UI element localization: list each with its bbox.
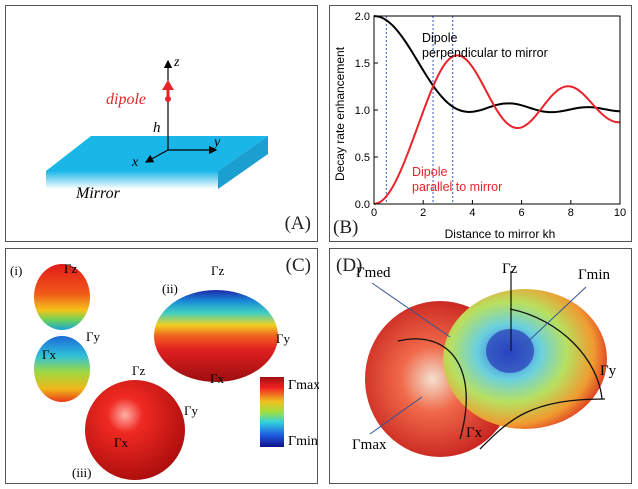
pattern-iii-gx: Γx	[114, 435, 129, 450]
y-tick-label-1: 0.5	[355, 152, 370, 164]
anisotropic-pattern: Γmed Γz Γmin Γy Γmax Γx	[352, 261, 617, 457]
colorbar-max-label: Γmax	[288, 378, 319, 393]
pattern-d-gy: Γy	[600, 363, 617, 379]
curve-par-label-1: Dipole	[412, 165, 447, 179]
x-axis	[144, 149, 169, 163]
pattern-d-contour-2	[509, 308, 603, 400]
panel-b: 0 2 4 6 8 10 0.0 0.5 1.0 1.5 2.0 Dipole perpendicu…	[329, 5, 632, 242]
pattern-d-gz: Γz	[502, 261, 518, 277]
height-label: h	[153, 120, 161, 136]
emission-patterns: (i) Γz Γy Γx (ii) Γz Γy Γx (iii) Γz Γy Γ…	[10, 261, 319, 480]
pattern-i-gz: Γz	[64, 261, 78, 276]
pattern-ii-label: (ii)	[162, 281, 178, 296]
pattern-ii-gz: Γz	[211, 263, 225, 278]
mirror-top-face	[46, 136, 268, 171]
pattern-d-gx: Γx	[466, 425, 483, 441]
x-tick-label-1: 2	[420, 207, 426, 219]
pattern-ii-gx: Γx	[210, 371, 225, 386]
curve-perp-label-2: perpendicular to mirror	[422, 46, 548, 60]
x-tick-label-0: 0	[371, 207, 377, 219]
x-tick-label-2: 4	[469, 207, 475, 219]
x-tick-label-5: 10	[614, 207, 626, 219]
gmax-leader	[369, 396, 423, 435]
gmed-leader	[371, 282, 451, 338]
chart-y-axis-label: Decay rate enhancement	[333, 46, 347, 181]
pattern-i-label: (i)	[10, 263, 22, 278]
panel-a-label: (A)	[284, 213, 311, 234]
dipole-label: dipole	[106, 91, 146, 108]
panel-d-label: (D)	[336, 255, 363, 276]
curve-perp-label-1: Dipole	[422, 31, 457, 45]
curve-par-label-2: parallel to mirror	[412, 180, 502, 194]
panel-c: (i) Γz Γy Γx (ii) Γz Γy Γx (iii) Γz Γy Γ…	[5, 248, 319, 484]
pattern-d-contour-1	[397, 338, 467, 440]
mirror-front-face	[46, 171, 218, 189]
decay-rate-chart: 0 2 4 6 8 10 0.0 0.5 1.0 1.5 2.0 Dipole perpendicu…	[333, 11, 626, 241]
y-tick-label-2: 1.0	[355, 105, 370, 117]
y-tick-label-4: 2.0	[355, 11, 370, 23]
pattern-d-gmax: Γmax	[352, 437, 387, 453]
pattern-i-gy: Γy	[86, 329, 101, 344]
pattern-i-gx: Γx	[42, 347, 57, 362]
dipole-icon	[162, 80, 174, 102]
gmin-leader	[519, 286, 587, 350]
chart-series-0	[373, 15, 621, 114]
mirror-side-face	[218, 136, 268, 189]
panel-d: Γmed Γz Γmin Γy Γmax Γx (D)	[329, 248, 632, 484]
mirror-label: Mirror	[75, 185, 121, 202]
pattern-iii-gy: Γy	[184, 403, 199, 418]
panel-b-label: (B)	[333, 217, 359, 238]
pattern-d-contour-3	[479, 398, 606, 450]
z-axis-label: z	[173, 55, 180, 70]
chart-x-axis-label: Distance to mirror kh	[445, 227, 556, 241]
pattern-i-top-lobe	[34, 264, 90, 330]
y-tick-label-3: 1.5	[355, 58, 370, 70]
x-tick-label-4: 8	[568, 207, 574, 219]
x-tick-label-3: 6	[519, 207, 525, 219]
pattern-d-center-dip	[486, 329, 534, 373]
mirror-schematic: z y x h dipole Mirror	[46, 55, 268, 202]
colorbar-min-label: Γmin	[288, 434, 318, 449]
x-axis-label: x	[131, 155, 139, 170]
pattern-iii-label: (iii)	[72, 465, 92, 480]
pattern-d-gmed: Γmed	[356, 265, 391, 281]
pattern-iii-gz: Γz	[132, 363, 146, 378]
panel-a: z y x h dipole Mirror (A)	[5, 5, 318, 242]
panel-c-label: (C)	[285, 255, 311, 276]
chart-series-1	[373, 54, 621, 205]
colorbar	[260, 377, 284, 447]
pattern-ii-donut	[154, 290, 278, 382]
pattern-ii-gy: Γy	[276, 331, 291, 346]
y-tick-label-0: 0.0	[355, 199, 370, 211]
pattern-d-gmin: Γmin	[578, 267, 611, 283]
pattern-iii-sphere	[85, 380, 185, 480]
y-axis-label: y	[212, 135, 221, 150]
pattern-i-bottom-lobe	[34, 336, 90, 402]
